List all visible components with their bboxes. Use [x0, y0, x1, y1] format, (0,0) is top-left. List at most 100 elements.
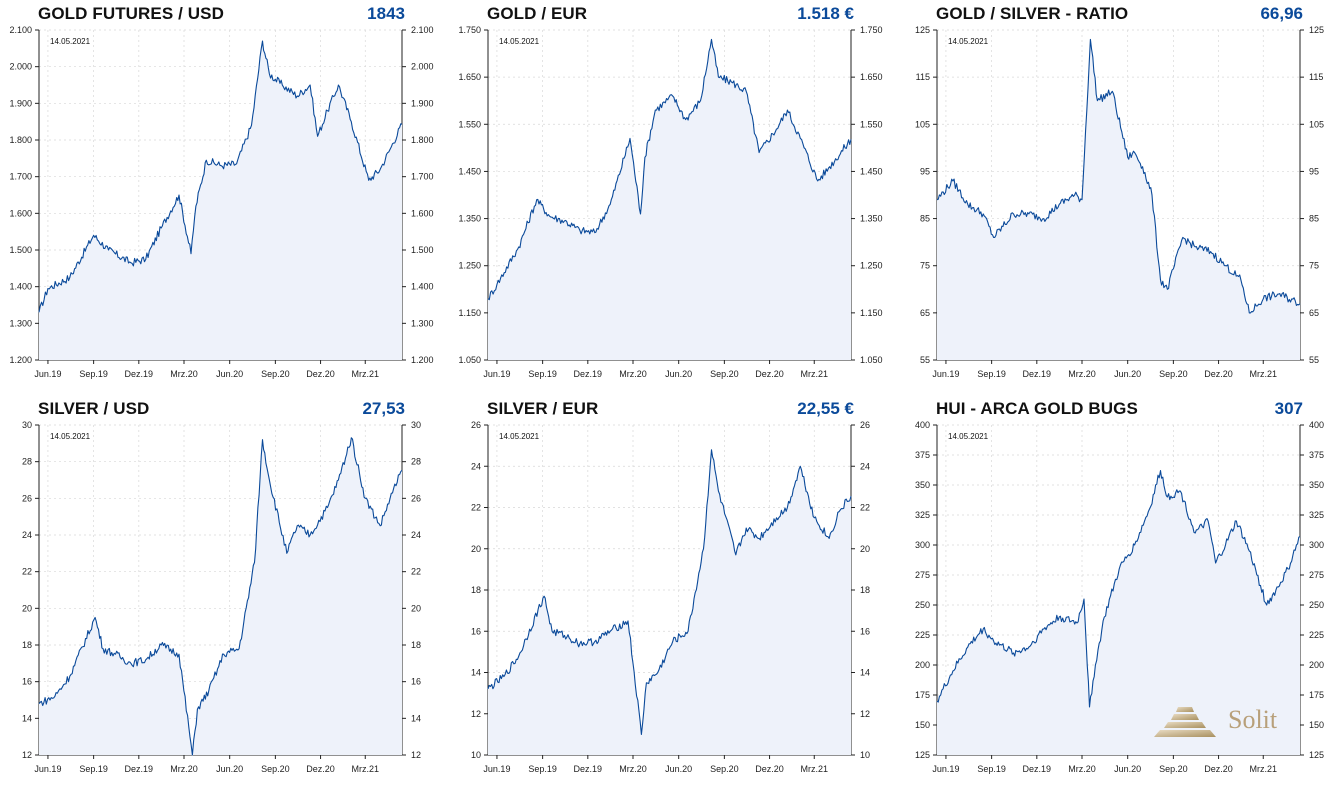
x-tick-label: Mrz.20 [619, 764, 647, 774]
y-tick-label-left: 26 [22, 493, 32, 503]
y-tick-label-right: 95 [1309, 166, 1319, 176]
x-tick-label: Dez.20 [306, 764, 335, 774]
y-tick-label-right: 1.500 [411, 245, 434, 255]
x-tick-label: Jun.20 [665, 369, 692, 379]
y-tick-label-left: 1.350 [458, 214, 481, 224]
y-tick-label-left: 105 [915, 119, 930, 129]
y-tick-label-right: 10 [860, 750, 870, 760]
y-tick-label-left: 30 [22, 420, 32, 430]
y-tick-label-right: 26 [860, 420, 870, 430]
y-tick-label-left: 14 [22, 713, 32, 723]
y-tick-label-left: 150 [915, 720, 930, 730]
x-tick-label: Sep.20 [261, 369, 290, 379]
y-tick-label-left: 95 [920, 166, 930, 176]
y-tick-label-right: 375 [1309, 450, 1324, 460]
x-tick-label: Dez.20 [1204, 369, 1233, 379]
y-tick-label-right: 12 [860, 709, 870, 719]
x-tick-label: Sep.19 [977, 764, 1006, 774]
x-tick-label: Dez.19 [1023, 369, 1052, 379]
x-tick-label: Jun.20 [216, 764, 243, 774]
x-tick-label: Mrz.20 [1068, 764, 1096, 774]
date-label: 14.05.2021 [50, 37, 91, 46]
y-tick-label-left: 1.900 [9, 98, 32, 108]
y-tick-label-right: 1.050 [860, 355, 883, 365]
y-tick-label-right: 14 [860, 668, 870, 678]
y-tick-label-left: 350 [915, 480, 930, 490]
y-tick-label-left: 300 [915, 540, 930, 550]
y-tick-label-left: 1.500 [9, 245, 32, 255]
x-tick-label: Sep.20 [1159, 764, 1188, 774]
y-tick-label-right: 1.450 [860, 166, 883, 176]
x-tick-label: Mrz.21 [800, 764, 828, 774]
x-tick-label: Mrz.20 [619, 369, 647, 379]
x-tick-label: Mrz.21 [351, 764, 379, 774]
date-label: 14.05.2021 [50, 432, 91, 441]
x-tick-label: Sep.19 [79, 369, 108, 379]
date-label: 14.05.2021 [948, 432, 989, 441]
x-tick-label: Dez.20 [755, 369, 784, 379]
x-tick-label: Sep.20 [710, 764, 739, 774]
x-tick-label: Jun.19 [483, 369, 510, 379]
y-tick-label-left: 85 [920, 214, 930, 224]
x-tick-label: Jun.20 [665, 764, 692, 774]
x-tick-label: Sep.20 [261, 764, 290, 774]
x-tick-label: Jun.20 [1114, 764, 1141, 774]
y-tick-label-left: 12 [471, 709, 481, 719]
y-tick-label-left: 12 [22, 750, 32, 760]
y-tick-label-left: 1.700 [9, 172, 32, 182]
y-tick-label-left: 24 [22, 530, 32, 540]
y-tick-label-left: 1.200 [9, 355, 32, 365]
x-tick-label: Sep.19 [528, 369, 557, 379]
y-tick-label-right: 225 [1309, 630, 1324, 640]
y-tick-label-right: 75 [1309, 261, 1319, 271]
x-tick-label: Mrz.20 [170, 369, 198, 379]
y-tick-label-left: 55 [920, 355, 930, 365]
x-tick-label: Dez.20 [306, 369, 335, 379]
y-tick-label-right: 325 [1309, 510, 1324, 520]
y-tick-label-left: 1.250 [458, 261, 481, 271]
y-tick-label-left: 125 [915, 25, 930, 35]
x-tick-label: Mrz.20 [1068, 369, 1096, 379]
y-tick-label-right: 1.550 [860, 119, 883, 129]
y-tick-label-right: 16 [860, 626, 870, 636]
y-tick-label-left: 18 [22, 640, 32, 650]
x-tick-label: Dez.19 [574, 369, 603, 379]
y-tick-label-left: 75 [920, 261, 930, 271]
y-tick-label-right: 1.700 [411, 172, 434, 182]
x-tick-label: Jun.19 [34, 369, 61, 379]
x-tick-label: Dez.20 [755, 764, 784, 774]
y-tick-label-left: 1.550 [458, 119, 481, 129]
x-tick-label: Jun.19 [932, 764, 959, 774]
y-tick-label-right: 16 [411, 677, 421, 687]
x-tick-label: Sep.20 [1159, 369, 1188, 379]
date-label: 14.05.2021 [499, 37, 540, 46]
y-tick-label-left: 125 [915, 750, 930, 760]
y-tick-label-right: 28 [411, 457, 421, 467]
y-tick-label-right: 175 [1309, 690, 1324, 700]
y-tick-label-right: 125 [1309, 25, 1324, 35]
y-tick-label-left: 16 [471, 626, 481, 636]
x-tick-label: Dez.20 [1204, 764, 1233, 774]
y-tick-label-left: 175 [915, 690, 930, 700]
y-tick-label-left: 250 [915, 600, 930, 610]
y-tick-label-left: 400 [915, 420, 930, 430]
y-tick-label-right: 300 [1309, 540, 1324, 550]
y-tick-label-right: 1.350 [860, 214, 883, 224]
y-tick-label-left: 22 [471, 503, 481, 513]
y-tick-label-left: 1.750 [458, 25, 481, 35]
y-tick-label-left: 16 [22, 677, 32, 687]
y-tick-label-left: 20 [471, 544, 481, 554]
y-tick-label-left: 275 [915, 570, 930, 580]
x-tick-label: Sep.19 [528, 764, 557, 774]
solit-logo: Solit [1148, 703, 1298, 743]
pyramid-logo-icon [1148, 703, 1222, 741]
x-tick-label: Jun.19 [932, 369, 959, 379]
y-tick-label-left: 65 [920, 308, 930, 318]
